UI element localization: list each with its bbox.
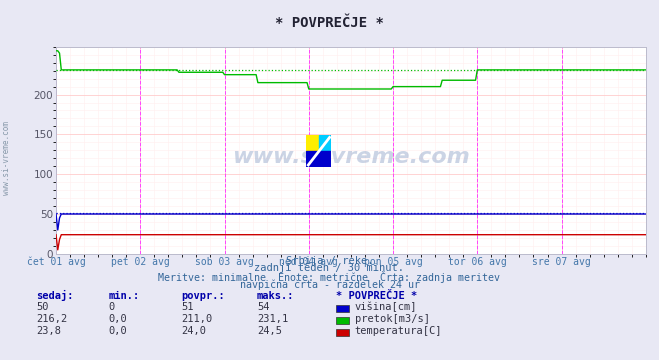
Text: Meritve: minimalne  Enote: metrične  Črta: zadnja meritev: Meritve: minimalne Enote: metrične Črta:…	[159, 271, 500, 283]
Text: min.:: min.:	[109, 291, 140, 301]
Text: 231,1: 231,1	[257, 314, 288, 324]
Polygon shape	[306, 151, 331, 167]
Text: * POVPREČJE *: * POVPREČJE *	[336, 291, 417, 301]
Text: sedaj:: sedaj:	[36, 290, 74, 301]
Text: pretok[m3/s]: pretok[m3/s]	[355, 314, 430, 324]
Text: 0,0: 0,0	[109, 326, 127, 336]
Text: 54: 54	[257, 302, 270, 312]
Text: 24,0: 24,0	[181, 326, 206, 336]
Text: zadnji teden / 30 minut.: zadnji teden / 30 minut.	[254, 263, 405, 273]
Polygon shape	[319, 135, 331, 151]
Text: 24,5: 24,5	[257, 326, 282, 336]
Text: Srbija / reke.: Srbija / reke.	[286, 256, 373, 266]
Text: 216,2: 216,2	[36, 314, 67, 324]
Text: www.si-vreme.com: www.si-vreme.com	[232, 147, 470, 167]
Text: povpr.:: povpr.:	[181, 291, 225, 301]
Text: maks.:: maks.:	[257, 291, 295, 301]
Text: navpična črta - razdelek 24 ur: navpična črta - razdelek 24 ur	[239, 279, 420, 290]
Text: 23,8: 23,8	[36, 326, 61, 336]
Polygon shape	[306, 135, 319, 151]
Text: višina[cm]: višina[cm]	[355, 302, 417, 312]
Text: 50: 50	[36, 302, 49, 312]
Text: * POVPREČJE *: * POVPREČJE *	[275, 16, 384, 30]
Text: 51: 51	[181, 302, 194, 312]
Text: 0,0: 0,0	[109, 314, 127, 324]
Text: 211,0: 211,0	[181, 314, 212, 324]
Text: www.si-vreme.com: www.si-vreme.com	[2, 121, 11, 195]
Text: 0: 0	[109, 302, 115, 312]
Text: temperatura[C]: temperatura[C]	[355, 326, 442, 336]
